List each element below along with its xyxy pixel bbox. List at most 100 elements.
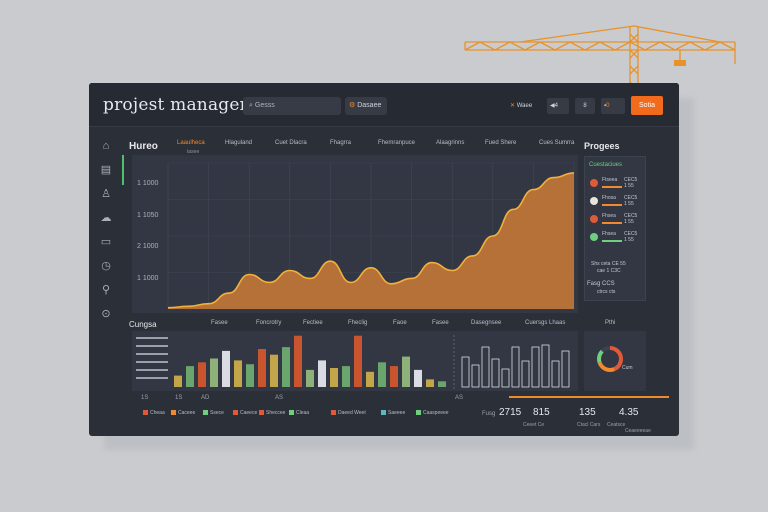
column-tab[interactable]: Alaagrinns <box>436 140 465 146</box>
bar-outline[interactable] <box>481 346 490 388</box>
legend-item: Ssece <box>203 410 224 416</box>
chat-icon[interactable]: ☁ <box>100 212 112 224</box>
column-tab[interactable]: Cues Sumrra <box>539 140 575 146</box>
x-axis-label: AD <box>201 395 210 401</box>
bar-column-head[interactable]: Cuersgs Lhaas <box>525 320 566 326</box>
bar-outline[interactable] <box>531 346 540 388</box>
dashboard-window: projest managert ⌕ Gesss ⚙ Dasaee ✕ Waee… <box>89 83 679 436</box>
bar[interactable] <box>234 360 242 387</box>
bar-outline[interactable] <box>551 360 560 388</box>
x-axis-label: AS <box>455 395 464 401</box>
list-line <box>136 361 168 363</box>
bar[interactable] <box>306 369 314 387</box>
bar-chart-panel <box>132 331 578 391</box>
bar-outline[interactable] <box>541 344 550 388</box>
column-tab[interactable]: Cuet Dlacra <box>275 140 307 146</box>
donut-slice <box>597 346 623 372</box>
sidebar: ⌂ ▤ ♙ ☁ ▭ ◷ ⚲ ⊙ <box>89 127 123 436</box>
progress-bar <box>602 186 622 188</box>
column-tab[interactable]: Fhagrra <box>330 140 352 146</box>
bar[interactable] <box>210 358 218 388</box>
bar[interactable] <box>294 335 302 387</box>
bar-column-head[interactable]: Fasee <box>211 320 228 326</box>
progress-title: Progees <box>584 141 620 151</box>
progress-row[interactable]: Fhsea CEC5 1 55 <box>588 213 644 229</box>
clock-icon[interactable]: ◷ <box>101 260 111 272</box>
bar-outline[interactable] <box>491 358 500 388</box>
progress-row[interactable]: Fhsea CEC5 1 55 <box>588 231 644 247</box>
bar[interactable] <box>174 375 182 387</box>
bar[interactable] <box>366 371 374 387</box>
bar[interactable] <box>258 349 266 387</box>
bar[interactable] <box>342 366 350 387</box>
area-fill <box>168 172 574 309</box>
dashboard-icon: ⚙ <box>349 102 358 109</box>
column-tab[interactable]: Hlaguland <box>225 140 253 146</box>
user-icon[interactable]: ♙ <box>101 188 111 200</box>
bar[interactable] <box>282 347 290 387</box>
donut-chart: Cum <box>597 346 633 372</box>
top-bar: projest managert ⌕ Gesss ⚙ Dasaee ✕ Waee… <box>89 83 679 127</box>
list-line <box>136 353 168 355</box>
search-icon[interactable]: ⚲ <box>101 284 111 296</box>
bar-outline[interactable] <box>521 360 530 388</box>
bar[interactable] <box>390 366 398 387</box>
card-icon[interactable]: ▭ <box>100 236 112 248</box>
progress-header: Cuestaciues <box>589 162 623 168</box>
bar[interactable] <box>414 369 422 387</box>
bar[interactable] <box>198 362 206 387</box>
bar[interactable] <box>318 360 326 387</box>
legend-item: Daeed Weet <box>331 410 366 416</box>
bar-column-head[interactable]: Faoe <box>393 320 407 326</box>
bar[interactable] <box>270 354 278 387</box>
messages-button[interactable]: ▪0 <box>601 98 625 114</box>
bar-column-head[interactable]: Fectiee <box>303 320 323 326</box>
search-input[interactable]: ⌕ Gesss <box>243 97 341 115</box>
sidebar-active-indicator <box>122 155 124 185</box>
tools-icon: ✕ <box>510 103 516 109</box>
list-line <box>136 337 168 339</box>
status-dot-icon <box>590 215 598 223</box>
column-tab[interactable]: Fued Shere <box>485 140 517 146</box>
bar[interactable] <box>354 335 362 387</box>
bar[interactable] <box>222 350 230 387</box>
bar[interactable] <box>378 362 386 387</box>
home-icon[interactable]: ⌂ <box>102 140 110 152</box>
info-button[interactable]: 8 <box>575 98 595 114</box>
bar[interactable] <box>330 368 338 387</box>
tools-menu[interactable]: ✕ Waee <box>510 103 533 109</box>
bar[interactable] <box>246 364 254 387</box>
area-chart <box>167 162 575 310</box>
primary-action-button[interactable]: Sotia <box>631 96 663 115</box>
gear-icon[interactable]: ⊙ <box>101 308 111 320</box>
folder-icon[interactable]: ▤ <box>100 164 112 176</box>
stat-subtitle: Ctacl Cars <box>577 422 601 428</box>
accent-divider <box>509 396 669 398</box>
bar-outline[interactable] <box>561 350 570 388</box>
bar[interactable] <box>426 379 434 387</box>
bell-icon: ◀ <box>550 103 555 109</box>
list-line <box>136 345 168 347</box>
area-line <box>167 172 575 309</box>
bar[interactable] <box>186 366 194 387</box>
bar-column-head[interactable]: Fheclig <box>348 320 368 326</box>
column-tab-sub: tasee <box>187 149 200 155</box>
bar-outline[interactable] <box>471 364 480 388</box>
progress-row[interactable]: Ftseea CEC5 1 55 <box>588 177 644 193</box>
bar[interactable] <box>402 356 410 387</box>
column-tab[interactable]: Fhemranpuce <box>378 140 416 146</box>
notifications-button[interactable]: ◀4 <box>547 98 569 114</box>
bar-outline[interactable] <box>501 368 510 388</box>
bar[interactable] <box>438 381 446 387</box>
column-tab[interactable]: Laaulheca <box>177 140 205 146</box>
bar-column-head[interactable]: Foncrotry <box>256 320 282 326</box>
dashboard-button[interactable]: ⚙ Dasaee <box>345 97 387 115</box>
x-axis-label: 1S <box>141 395 149 401</box>
progress-row[interactable]: Fhosa CEC5 1 55 <box>588 195 644 211</box>
bar-column-head[interactable]: Fasee <box>432 320 449 326</box>
bar-column-head[interactable]: Dasegnsee <box>471 320 502 326</box>
stats-label: Fusg <box>482 411 496 417</box>
legend-item: Cheaa <box>143 410 165 416</box>
bar-outline[interactable] <box>461 356 470 388</box>
bar-outline[interactable] <box>511 346 520 388</box>
